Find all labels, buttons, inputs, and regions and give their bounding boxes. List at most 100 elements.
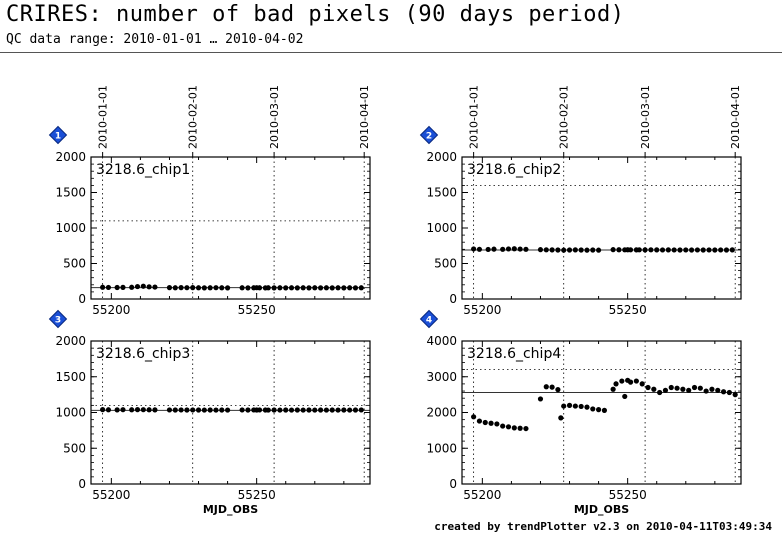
data-point bbox=[335, 285, 341, 291]
y-tick-label: 2000 bbox=[55, 150, 86, 164]
data-point bbox=[317, 285, 324, 291]
date-tick-label: 2010-04-01 bbox=[358, 85, 371, 149]
data-point bbox=[294, 285, 300, 291]
data-point bbox=[213, 285, 219, 291]
data-point bbox=[610, 247, 616, 253]
data-point bbox=[729, 247, 735, 253]
x-tick-label: 55200 bbox=[463, 303, 501, 317]
data-point bbox=[561, 247, 567, 253]
data-point bbox=[677, 247, 683, 253]
header-divider bbox=[0, 52, 782, 53]
data-point bbox=[265, 407, 271, 413]
data-point bbox=[578, 403, 584, 410]
data-point bbox=[700, 247, 706, 253]
data-point bbox=[323, 285, 330, 291]
data-point bbox=[674, 385, 680, 391]
y-tick-label: 500 bbox=[434, 257, 457, 271]
data-point bbox=[140, 407, 146, 413]
data-point bbox=[657, 389, 663, 396]
data-point bbox=[172, 285, 178, 291]
data-point bbox=[172, 407, 178, 413]
data-point bbox=[659, 247, 666, 253]
data-point bbox=[146, 284, 152, 290]
data-point bbox=[590, 406, 596, 412]
data-point bbox=[718, 247, 724, 253]
data-point bbox=[283, 285, 289, 291]
y-tick-label: 3000 bbox=[426, 370, 457, 384]
data-point bbox=[572, 403, 578, 409]
data-point bbox=[114, 284, 120, 291]
y-tick-label: 1000 bbox=[426, 221, 457, 235]
data-point bbox=[471, 246, 477, 252]
data-point bbox=[213, 407, 219, 413]
data-point bbox=[610, 386, 616, 392]
data-point bbox=[341, 285, 347, 291]
data-point bbox=[134, 407, 141, 413]
data-point bbox=[511, 425, 517, 431]
data-point bbox=[271, 407, 277, 413]
data-point bbox=[224, 407, 231, 413]
data-point bbox=[697, 385, 703, 391]
data-point bbox=[500, 246, 506, 252]
data-point bbox=[732, 392, 738, 398]
x-axis-label: MJD_OBS bbox=[574, 503, 629, 516]
x-tick-label: 55200 bbox=[92, 488, 130, 502]
data-point bbox=[619, 378, 625, 384]
data-point bbox=[256, 407, 263, 413]
panel-number-diamond-icon bbox=[419, 125, 439, 145]
data-point bbox=[184, 407, 190, 413]
data-point bbox=[312, 407, 318, 413]
data-point bbox=[294, 407, 300, 413]
data-point bbox=[146, 407, 152, 413]
data-point bbox=[622, 393, 628, 400]
data-point bbox=[476, 246, 483, 252]
data-point bbox=[219, 285, 225, 291]
data-point bbox=[488, 420, 494, 426]
data-point bbox=[523, 425, 529, 432]
data-point bbox=[288, 407, 295, 413]
data-point bbox=[651, 386, 657, 392]
x-tick-label: 55250 bbox=[609, 303, 647, 317]
y-tick-label: 1000 bbox=[55, 406, 86, 420]
data-point bbox=[595, 247, 602, 253]
data-point bbox=[329, 407, 335, 413]
data-point bbox=[500, 423, 506, 429]
data-point bbox=[566, 402, 573, 408]
data-point bbox=[555, 247, 561, 253]
data-point bbox=[709, 386, 715, 392]
data-point bbox=[645, 384, 651, 391]
data-point bbox=[566, 247, 573, 253]
data-point bbox=[471, 414, 477, 420]
data-point bbox=[572, 247, 578, 253]
data-point bbox=[178, 407, 184, 413]
chip-label: 3218.6_chip1 bbox=[96, 162, 190, 178]
data-point bbox=[288, 285, 295, 291]
data-point bbox=[201, 285, 207, 291]
data-point bbox=[358, 407, 364, 413]
data-point bbox=[100, 407, 106, 413]
y-tick-label: 1000 bbox=[55, 221, 86, 235]
data-point bbox=[706, 247, 712, 253]
data-point bbox=[485, 246, 491, 253]
data-point bbox=[511, 246, 517, 252]
data-point bbox=[277, 285, 283, 291]
data-point bbox=[166, 285, 173, 291]
data-point bbox=[341, 407, 347, 413]
data-point bbox=[239, 407, 245, 413]
date-tick-label: 2010-02-01 bbox=[558, 85, 571, 149]
data-point bbox=[613, 381, 619, 387]
data-point bbox=[712, 247, 718, 253]
data-point bbox=[726, 389, 732, 396]
data-point bbox=[120, 407, 126, 413]
y-tick-label: 1000 bbox=[426, 441, 457, 455]
data-point bbox=[271, 285, 277, 291]
data-point bbox=[239, 285, 245, 291]
data-point bbox=[312, 285, 318, 291]
data-point bbox=[190, 407, 196, 413]
data-point bbox=[561, 403, 567, 409]
data-point bbox=[494, 421, 500, 427]
y-tick-label: 0 bbox=[449, 477, 457, 491]
data-point bbox=[517, 425, 523, 431]
data-point bbox=[595, 407, 602, 413]
x-tick-label: 55250 bbox=[238, 488, 276, 502]
